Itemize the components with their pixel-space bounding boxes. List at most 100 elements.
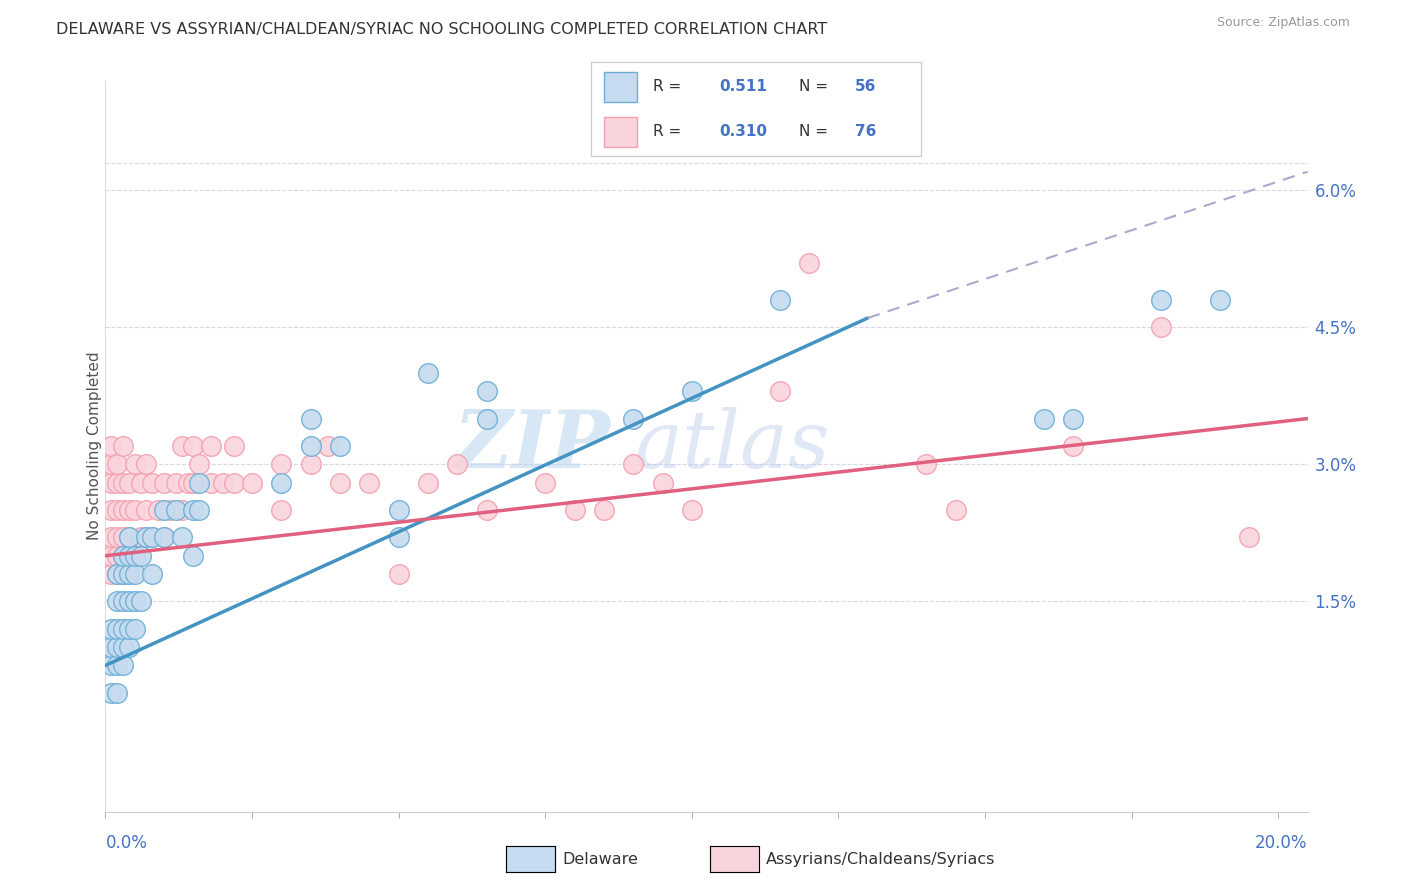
Point	[105, 622, 128, 636]
Point	[153, 530, 176, 544]
Point	[153, 475, 176, 490]
Point	[124, 567, 146, 582]
Point	[159, 503, 181, 517]
Point	[475, 503, 498, 517]
Point	[118, 594, 141, 608]
Point	[1237, 530, 1260, 544]
Point	[316, 439, 339, 453]
Point	[416, 366, 439, 380]
Point	[124, 549, 146, 563]
Text: Assyrians/Chaldeans/Syriacs: Assyrians/Chaldeans/Syriacs	[766, 853, 995, 867]
Text: 0.0%: 0.0%	[105, 834, 148, 852]
Point	[105, 640, 128, 655]
Point	[118, 530, 141, 544]
Point	[270, 458, 292, 472]
Point	[593, 503, 616, 517]
Point	[165, 475, 187, 490]
Point	[118, 622, 141, 636]
Point	[100, 622, 122, 636]
Point	[100, 458, 122, 472]
Point	[945, 503, 967, 517]
Point	[211, 475, 233, 490]
Point	[299, 411, 322, 425]
Point	[681, 384, 703, 399]
Point	[170, 503, 193, 517]
Point	[105, 549, 128, 563]
Y-axis label: No Schooling Completed: No Schooling Completed	[87, 351, 101, 541]
Point	[118, 475, 141, 490]
Point	[797, 256, 820, 270]
Point	[188, 458, 211, 472]
Point	[915, 458, 938, 472]
Point	[240, 475, 263, 490]
Point	[129, 475, 152, 490]
Point	[141, 530, 163, 544]
Point	[200, 439, 222, 453]
Point	[153, 503, 176, 517]
Point	[769, 293, 792, 307]
Text: atlas: atlas	[634, 408, 830, 484]
Point	[299, 439, 322, 453]
Point	[188, 503, 211, 517]
Point	[124, 503, 146, 517]
Point	[118, 549, 141, 563]
Text: N =: N =	[799, 79, 828, 95]
Point	[118, 567, 141, 582]
Point	[135, 503, 157, 517]
Point	[1062, 439, 1084, 453]
Point	[141, 567, 163, 582]
Point	[651, 475, 673, 490]
Point	[105, 475, 128, 490]
Point	[112, 475, 135, 490]
Point	[100, 475, 122, 490]
Point	[124, 549, 146, 563]
Point	[224, 475, 246, 490]
Point	[170, 530, 193, 544]
Point	[270, 475, 292, 490]
Text: 0.310: 0.310	[720, 124, 768, 139]
Point	[148, 503, 170, 517]
Text: DELAWARE VS ASSYRIAN/CHALDEAN/SYRIAC NO SCHOOLING COMPLETED CORRELATION CHART: DELAWARE VS ASSYRIAN/CHALDEAN/SYRIAC NO …	[56, 22, 828, 37]
Point	[183, 549, 205, 563]
Point	[124, 458, 146, 472]
Point	[1208, 293, 1230, 307]
Point	[100, 686, 122, 700]
Point	[183, 503, 205, 517]
Point	[534, 475, 557, 490]
Point	[112, 567, 135, 582]
Point	[621, 458, 644, 472]
Point	[299, 458, 322, 472]
Point	[183, 475, 205, 490]
Point	[475, 384, 498, 399]
Point	[100, 439, 122, 453]
Point	[1032, 411, 1054, 425]
Point	[105, 658, 128, 673]
Point	[183, 439, 205, 453]
Point	[224, 439, 246, 453]
Point	[118, 567, 141, 582]
Text: 56: 56	[855, 79, 876, 95]
Point	[681, 503, 703, 517]
Text: R =: R =	[654, 79, 682, 95]
Point	[388, 530, 411, 544]
Point	[188, 475, 211, 490]
Point	[100, 640, 122, 655]
Point	[112, 567, 135, 582]
Point	[129, 530, 152, 544]
Point	[1062, 411, 1084, 425]
Point	[135, 458, 157, 472]
Text: ZIP: ZIP	[454, 408, 610, 484]
Point	[112, 503, 135, 517]
Point	[112, 640, 135, 655]
Point	[105, 686, 128, 700]
Point	[329, 475, 352, 490]
Point	[100, 549, 122, 563]
Point	[165, 503, 187, 517]
Point	[176, 475, 198, 490]
Point	[270, 503, 292, 517]
Point	[564, 503, 586, 517]
Text: 0.511: 0.511	[720, 79, 768, 95]
Point	[105, 530, 128, 544]
Point	[124, 622, 146, 636]
Point	[129, 594, 152, 608]
